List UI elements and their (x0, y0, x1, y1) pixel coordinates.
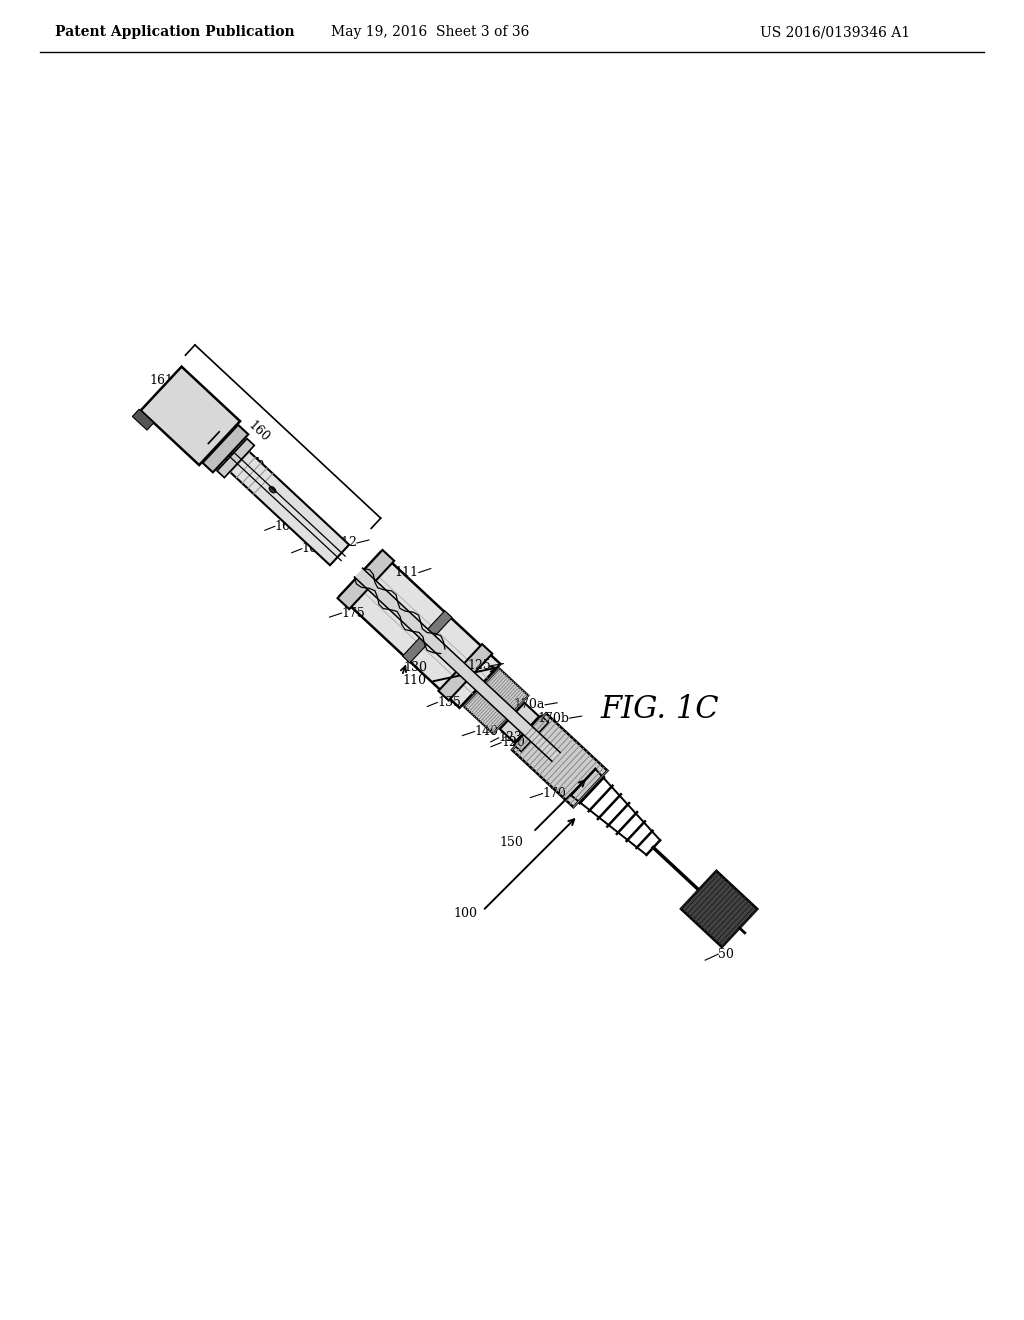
Text: 123: 123 (499, 731, 522, 744)
Text: 112: 112 (333, 536, 357, 549)
Text: 150: 150 (500, 836, 523, 849)
Text: 160: 160 (246, 418, 271, 445)
Polygon shape (354, 569, 560, 762)
Text: 161: 161 (150, 374, 173, 387)
Text: 165: 165 (274, 520, 299, 533)
Polygon shape (500, 702, 539, 743)
Text: 111: 111 (395, 566, 419, 579)
Text: 170b: 170b (538, 711, 569, 725)
Text: 140: 140 (474, 725, 499, 738)
Polygon shape (512, 713, 607, 808)
Polygon shape (464, 668, 528, 734)
Text: 110: 110 (402, 675, 427, 688)
Text: 50: 50 (718, 948, 734, 961)
Text: US 2016/0139346 A1: US 2016/0139346 A1 (760, 25, 910, 40)
Text: 162: 162 (227, 453, 251, 466)
Polygon shape (132, 409, 154, 430)
Polygon shape (340, 552, 501, 708)
Polygon shape (681, 871, 758, 946)
Text: 170a: 170a (514, 698, 545, 711)
Text: 170: 170 (543, 787, 566, 800)
Polygon shape (224, 446, 349, 565)
Text: May 19, 2016  Sheet 3 of 36: May 19, 2016 Sheet 3 of 36 (331, 25, 529, 40)
Text: 135: 135 (437, 696, 461, 709)
Text: 130: 130 (403, 661, 428, 675)
Text: 120: 120 (501, 737, 525, 750)
Text: 167: 167 (302, 543, 326, 556)
Polygon shape (217, 438, 254, 478)
Polygon shape (402, 611, 453, 663)
Text: 125: 125 (468, 659, 492, 672)
Text: 100: 100 (454, 907, 478, 920)
Polygon shape (140, 367, 240, 465)
Text: 161b: 161b (232, 458, 264, 470)
Polygon shape (338, 550, 394, 609)
Ellipse shape (269, 486, 275, 492)
Polygon shape (438, 644, 493, 701)
Text: FIG. 1C: FIG. 1C (600, 694, 719, 726)
Polygon shape (514, 715, 549, 751)
Text: 175: 175 (342, 607, 366, 619)
Polygon shape (203, 425, 248, 473)
Text: Patent Application Publication: Patent Application Publication (55, 25, 295, 40)
